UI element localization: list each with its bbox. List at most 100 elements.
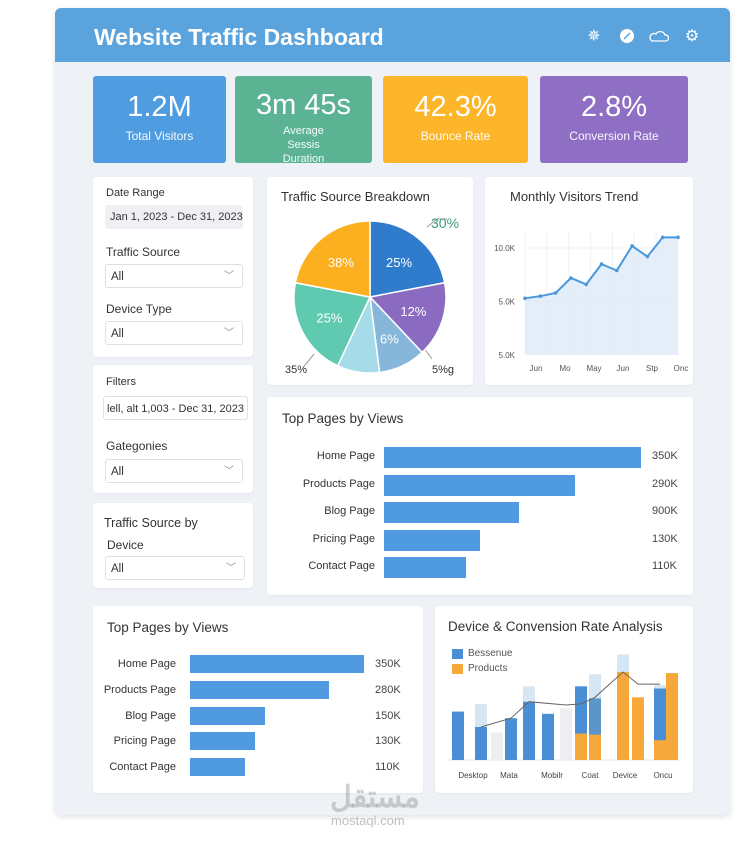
bar-category-label: Blog Page — [125, 709, 176, 722]
pie-slice — [368, 281, 447, 354]
filters-label: Filters — [106, 376, 136, 388]
x-tick-label: Onc — [674, 364, 689, 373]
pie-outer-label: 5%g — [432, 364, 455, 376]
bar-value-label: 110K — [375, 761, 400, 774]
categories-select[interactable]: All ﹀ — [105, 459, 243, 483]
kpi-label: Total Visitors — [125, 129, 194, 143]
data-point — [584, 282, 588, 287]
data-point — [599, 262, 604, 266]
date-range-input[interactable]: Jan 1, 2023 - Dec 31, 2023 — [105, 205, 243, 229]
data-point — [676, 235, 680, 240]
combo-chart: Desktop Mata Mobilr Coat Device Oncu — [447, 654, 682, 780]
kpi-value: 3m 45s — [255, 89, 352, 121]
device-type-select[interactable]: All ﹀ — [105, 321, 243, 345]
bar-category-label: Contact Page — [109, 761, 176, 774]
bar-value-label: 900K — [652, 505, 678, 517]
compass-icon[interactable] — [618, 28, 636, 46]
legend-label: Bessenue — [468, 648, 513, 659]
kpi-value: 1.2M — [127, 91, 192, 123]
watermark-logo: مستقل — [330, 781, 420, 814]
bar — [384, 557, 467, 578]
bar-orange — [654, 740, 666, 760]
bar-category-label: Blog Page — [324, 505, 375, 517]
chart-title: Top Pages by Views — [282, 411, 404, 426]
select-value: All — [111, 328, 124, 340]
bar — [384, 502, 520, 523]
x-tick-label: Oncu — [653, 771, 672, 780]
bar — [190, 758, 245, 777]
bar-category-label: Products Page — [302, 477, 375, 490]
pie-slice — [294, 220, 371, 298]
x-tick-label: Mata — [500, 771, 518, 780]
chevron-down-icon: ﹀ — [224, 466, 234, 477]
settings-burst-icon[interactable]: ✵ — [587, 28, 601, 45]
page-title: Website Traffic Dashboard — [94, 24, 384, 50]
x-tick-label: Mobilr — [541, 771, 563, 780]
data-point — [538, 294, 543, 298]
bar-value-label: 350K — [652, 450, 678, 462]
pie-slice-label: 38% — [328, 255, 354, 270]
filters-input[interactable]: lell, alt 1,003 - Dec 31, 2023 — [103, 396, 248, 420]
traffic-source-device-label: Device — [107, 538, 144, 552]
pie-slice-label: 25% — [316, 311, 342, 326]
bar-orange — [632, 697, 644, 760]
select-value: All — [111, 271, 124, 283]
filter-card: Filters lell, alt 1,003 - Dec 31, 2023 G… — [93, 365, 253, 493]
bar-gray — [560, 708, 572, 760]
bar-gray — [491, 732, 503, 760]
header-bar — [55, 8, 730, 62]
bar-orange — [617, 672, 629, 760]
gear-icon[interactable]: ⚙ — [684, 28, 700, 45]
traffic-source-label: Traffic Source — [106, 245, 181, 259]
kpi-label: Bounce Rate — [420, 129, 491, 143]
kpi-label: Conversion Rate — [569, 129, 659, 143]
bar-value-label: 350K — [375, 658, 401, 670]
kpi-value: 2.8% — [580, 91, 648, 123]
pie-slice — [293, 281, 372, 367]
filter-card: Traffic Source by Device All ﹀ — [93, 503, 253, 588]
cloud-icon[interactable] — [649, 28, 670, 46]
chevron-down-icon: ﹀ — [224, 328, 234, 339]
data-point — [630, 244, 634, 248]
bar-category-label: Home Page — [316, 450, 375, 462]
bar — [384, 447, 641, 468]
chevron-down-icon: ﹀ — [226, 563, 236, 574]
y-tick-label: 5.0K — [499, 351, 516, 360]
bar-category-label: Pricing Page — [312, 532, 375, 545]
bar-blue — [542, 713, 554, 760]
filter-card: Date Range Jan 1, 2023 - Dec 31, 2023 Tr… — [93, 177, 253, 357]
x-tick-label: Stp — [646, 364, 659, 373]
x-tick-label: Desktop — [458, 771, 488, 780]
bar-value-label: 130K — [375, 735, 401, 748]
traffic-source-select[interactable]: All ﹀ — [105, 264, 243, 288]
bar-blue — [523, 701, 535, 760]
x-tick-label: Jun — [530, 364, 543, 373]
leader-line — [426, 218, 447, 228]
x-tick-label: Jun — [617, 364, 630, 373]
chart-title: Monthly Visitors Trend — [510, 189, 639, 204]
bar-value-label: 150K — [375, 709, 401, 722]
top-pages-card: Top Pages by Views Home Page 350K Products… — [267, 397, 693, 595]
chart-title: Traffic Source Breakdown — [281, 189, 430, 204]
pie-outer-label: 35% — [285, 364, 308, 376]
device-type-label: Device Type — [106, 302, 172, 316]
data-point — [553, 291, 558, 295]
kpi-total-visitors: 1.2M Total Visitors — [93, 76, 226, 163]
kpi-value: 42.3% — [414, 91, 497, 123]
bar-value-label: 130K — [652, 532, 678, 545]
area-fill — [525, 237, 678, 355]
pie-slice-label: 25% — [386, 255, 412, 270]
categories-label: Gategonies — [106, 439, 168, 453]
line-chart: 10.0K 5.0K 5.0K Jun Mo May Jun Stp Onc — [494, 232, 689, 373]
y-tick-label: 10.0K — [494, 244, 516, 253]
bar — [190, 655, 364, 673]
traffic-source-device-select[interactable]: All ﹀ — [105, 556, 245, 580]
x-tick-label: Coat — [582, 771, 600, 780]
bar-blue — [475, 727, 487, 760]
data-point — [569, 276, 573, 280]
bar-blue — [452, 711, 464, 760]
x-tick-label: Device — [613, 771, 638, 780]
legend-swatch — [452, 649, 463, 659]
y-tick-label: 5.0K — [499, 298, 516, 307]
bar-orange — [575, 733, 587, 760]
